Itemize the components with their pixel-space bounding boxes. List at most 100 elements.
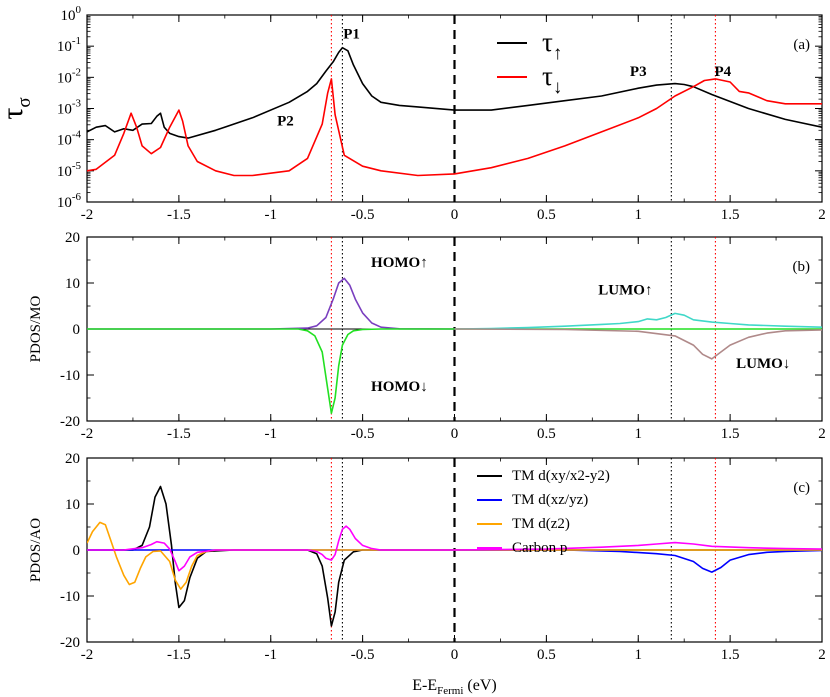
legend-arrow: ↑ [553, 43, 563, 64]
x-axis-label: E-EFermi (eV) [412, 677, 496, 697]
legend-label: TM d(xy/x2-y2) [512, 468, 610, 484]
plot-area [87, 458, 822, 642]
panel-a: -2 -1.5 -1 -0.5 0 0.5 1 1.5 210010-110-210-310-4… [0, 4, 826, 223]
y-tick-label: -10 [60, 368, 80, 384]
y-tick-base: 10 [57, 133, 72, 149]
y-tick-exponent: -4 [72, 129, 82, 141]
x-tick-label: 0.5 [537, 426, 556, 442]
y-tick-label: 20 [65, 230, 80, 246]
y-tick-label: 100 [61, 4, 82, 24]
panel-label: (a) [793, 37, 810, 53]
y-tick-label: 10-4 [57, 129, 82, 149]
y-tick-exponent: -1 [72, 35, 81, 47]
y-label-main: τ [0, 108, 29, 120]
x-tick-label: -1 [265, 426, 278, 442]
y-tick-exponent: -3 [72, 98, 82, 110]
x-tick-label: -1.5 [167, 647, 191, 663]
panel-b: -2 -1.5 -1 -0.5 0 0.5 1 1.5 2 20 10 0 -10 -20 PDOS/MO (… [28, 230, 826, 442]
x-tick-label: 2 [818, 207, 826, 223]
series-line-tm-d-z2- [87, 521, 822, 590]
legend-symbol: τ [542, 27, 553, 57]
y-tick-label: 10-2 [57, 66, 81, 86]
x-tick-label: -1.5 [167, 426, 191, 442]
annotation-label: HOMO↑ [371, 255, 428, 271]
x-label-main: E-E [412, 677, 437, 694]
x-tick-label: 1 [635, 426, 643, 442]
series-line-carbon-p [87, 525, 822, 572]
panel-label: (c) [793, 480, 810, 496]
y-tick-exponent: -2 [72, 66, 81, 78]
annotation-label: HOMO↓ [371, 379, 428, 395]
y-tick-base: 10 [57, 195, 72, 211]
y-axis-label: PDOS/MO [28, 295, 44, 362]
x-tick-label: 1 [635, 647, 643, 663]
annotation-label: P3 [630, 64, 647, 80]
y-tick-label: 10-6 [57, 191, 82, 211]
x-tick-label: 0 [451, 207, 459, 223]
series-line-tm-d-xz-yz- [87, 549, 822, 573]
y-tick-label: 0 [73, 322, 81, 338]
y-tick-base: 10 [57, 164, 72, 180]
y-tick-exponent: 0 [76, 4, 82, 16]
y-tick-base: 10 [57, 102, 72, 118]
y-tick-label: 10-5 [57, 160, 82, 180]
y-tick-exponent: -6 [72, 191, 82, 203]
annotation-label: P4 [714, 64, 731, 80]
x-tick-label: -0.5 [351, 426, 375, 442]
x-tick-label: 0.5 [537, 647, 556, 663]
y-tick-label: -20 [60, 414, 80, 430]
x-tick-label: 2 [818, 426, 826, 442]
x-tick-label: -0.5 [351, 647, 375, 663]
y-tick-base: 10 [61, 8, 76, 24]
x-tick-label: -1 [265, 647, 278, 663]
annotation-label: LUMO↓ [736, 356, 790, 372]
x-tick-label: 0 [451, 426, 459, 442]
x-tick-label: -1.5 [167, 207, 191, 223]
y-tick-exponent: -5 [72, 160, 82, 172]
x-tick-label: 1 [635, 207, 643, 223]
legend-label: Carbon p [512, 540, 567, 556]
x-tick-label: 0 [451, 647, 459, 663]
y-tick-base: 10 [57, 70, 72, 86]
legend-label: τ↑ [542, 27, 562, 64]
x-tick-label: 0.5 [537, 207, 556, 223]
x-tick-label: -1 [265, 207, 278, 223]
y-axis-label: τσ [0, 97, 35, 119]
x-tick-label: 1.5 [721, 207, 740, 223]
x-tick-label: 1.5 [721, 647, 740, 663]
x-tick-label: -2 [81, 647, 94, 663]
y-tick-base: 10 [57, 39, 72, 55]
x-tick-label: -2 [81, 426, 94, 442]
y-tick-label: 20 [65, 451, 80, 467]
series-line-lumo-up [454, 312, 822, 330]
y-tick-label: 10-3 [57, 98, 82, 118]
series-line-tm-d-xy-x2-y2- [87, 485, 822, 627]
panel-label: (b) [793, 259, 811, 275]
series-line-tau-down [87, 78, 822, 177]
plot-area [87, 237, 822, 421]
annotation-label: LUMO↑ [598, 283, 652, 299]
x-tick-label: -2 [81, 207, 94, 223]
y-axis-label: PDOS/AO [28, 518, 44, 582]
y-label-subscript: σ [14, 97, 35, 107]
y-tick-label: -10 [60, 589, 80, 605]
y-tick-label: -20 [60, 635, 80, 651]
legend-label: TM d(xz/yz) [512, 492, 588, 508]
panel-c: -2 -1.5 -1 -0.5 0 0.5 1 1.5 2 20 10 0 -10 -20 PDOS/AO (… [28, 451, 826, 697]
y-tick-label: 0 [73, 543, 81, 559]
y-tick-label: 10 [65, 497, 80, 513]
y-tick-label: 10-1 [57, 35, 81, 55]
plot-area [87, 15, 822, 202]
annotation-label: P2 [277, 114, 294, 130]
series-line-tau-up [87, 46, 822, 139]
x-label-unit: (eV) [463, 677, 496, 694]
x-label-subscript: Fermi [437, 685, 463, 697]
x-tick-label: 1.5 [721, 426, 740, 442]
series-line-homo-down [87, 328, 822, 414]
x-tick-label: 2 [818, 647, 826, 663]
legend-arrow: ↓ [553, 77, 563, 98]
legend-symbol: τ [542, 61, 553, 91]
series-line-homo-up [87, 277, 455, 330]
y-tick-label: 10 [65, 276, 80, 292]
